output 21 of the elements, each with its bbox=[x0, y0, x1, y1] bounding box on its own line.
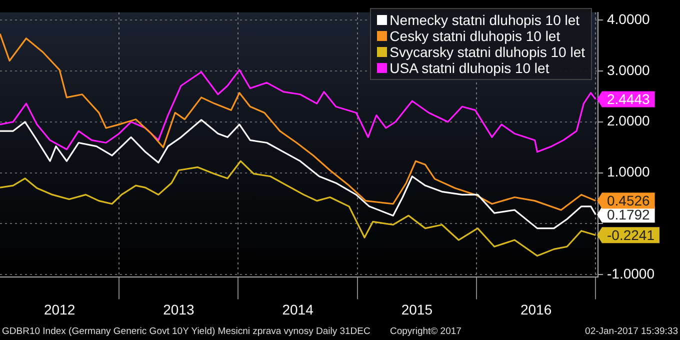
y-tick-label: -1.0000 bbox=[607, 266, 655, 282]
y-tick-label: 2.0000 bbox=[607, 112, 650, 129]
legend-label: Svycarsky statni dluhopis 10 let bbox=[390, 44, 585, 60]
x-tick-label: 2013 bbox=[163, 301, 194, 318]
text: GDBR10 Index (Germany Generic Govt 10Y Yield) Mesicni zprava vynosy Daily 31DEC bbox=[2, 326, 370, 337]
data-label: 0.4526 bbox=[607, 192, 650, 209]
y-tick-label: 4.0000 bbox=[607, 10, 650, 27]
legend-label: USA statni dluhopis 10 let bbox=[390, 60, 550, 76]
legend-label: Cesky statni dluhopis 10 let bbox=[390, 28, 560, 44]
data-label: 2.4443 bbox=[607, 91, 650, 108]
text: Copyright© 2017 bbox=[390, 326, 462, 337]
x-tick-label: 2016 bbox=[520, 301, 552, 318]
x-tick-label: 2012 bbox=[44, 301, 76, 318]
text: 02-Jan-2017 15:39:33 bbox=[585, 326, 678, 337]
data-label: 0.1792 bbox=[607, 206, 650, 222]
data-label: -0.2241 bbox=[607, 227, 655, 243]
y-tick-label: 3.0000 bbox=[607, 62, 650, 78]
x-tick-label: 2014 bbox=[282, 301, 314, 318]
y-tick-label: 1.0000 bbox=[607, 164, 650, 180]
legend-label: Nemecky statni dluhopis 10 let bbox=[390, 12, 580, 28]
x-tick-label: 2015 bbox=[401, 301, 433, 318]
